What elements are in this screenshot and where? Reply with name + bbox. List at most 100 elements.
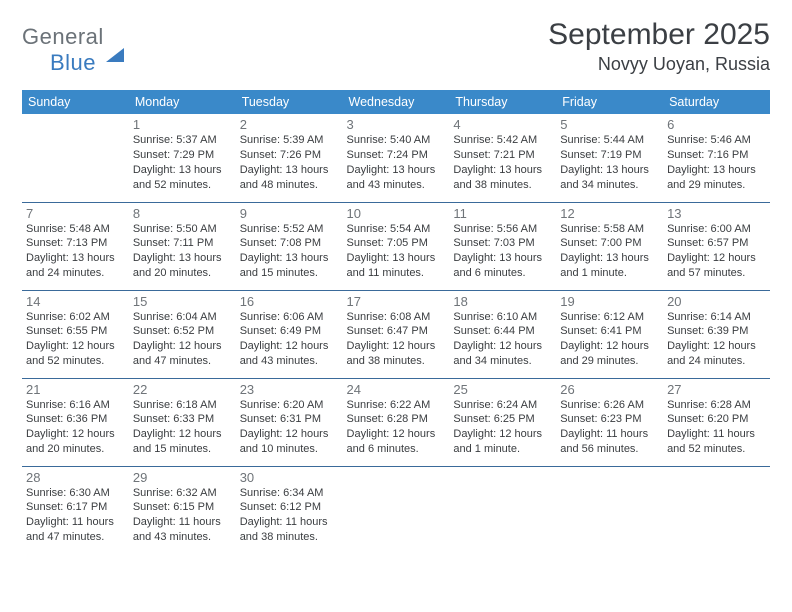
weekday-header: Thursday — [449, 90, 556, 114]
day-number: 26 — [560, 382, 659, 397]
calendar-week-row: 14Sunrise: 6:02 AMSunset: 6:55 PMDayligh… — [22, 290, 770, 378]
sunrise-text: Sunrise: 6:06 AM — [240, 310, 339, 325]
calendar-day-cell: 8Sunrise: 5:50 AMSunset: 7:11 PMDaylight… — [129, 202, 236, 290]
sunrise-text: Sunrise: 6:24 AM — [453, 398, 552, 413]
daylight-text: Daylight: 13 hours and 1 minute. — [560, 251, 659, 281]
day-info: Sunrise: 6:08 AMSunset: 6:47 PMDaylight:… — [347, 310, 446, 369]
day-number: 17 — [347, 294, 446, 309]
sunset-text: Sunset: 6:33 PM — [133, 412, 232, 427]
day-info: Sunrise: 6:24 AMSunset: 6:25 PMDaylight:… — [453, 398, 552, 457]
calendar-day-cell: 7Sunrise: 5:48 AMSunset: 7:13 PMDaylight… — [22, 202, 129, 290]
daylight-text: Daylight: 11 hours and 52 minutes. — [667, 427, 766, 457]
daylight-text: Daylight: 13 hours and 6 minutes. — [453, 251, 552, 281]
day-number: 7 — [26, 206, 125, 221]
sunrise-text: Sunrise: 5:39 AM — [240, 133, 339, 148]
weekday-header: Tuesday — [236, 90, 343, 114]
day-number: 2 — [240, 117, 339, 132]
daylight-text: Daylight: 11 hours and 47 minutes. — [26, 515, 125, 545]
calendar-week-row: 7Sunrise: 5:48 AMSunset: 7:13 PMDaylight… — [22, 202, 770, 290]
day-info: Sunrise: 5:40 AMSunset: 7:24 PMDaylight:… — [347, 133, 446, 192]
weekday-header: Sunday — [22, 90, 129, 114]
sunset-text: Sunset: 7:05 PM — [347, 236, 446, 251]
daylight-text: Daylight: 13 hours and 29 minutes. — [667, 163, 766, 193]
day-info: Sunrise: 5:52 AMSunset: 7:08 PMDaylight:… — [240, 222, 339, 281]
day-info: Sunrise: 6:14 AMSunset: 6:39 PMDaylight:… — [667, 310, 766, 369]
calendar-day-cell: 1Sunrise: 5:37 AMSunset: 7:29 PMDaylight… — [129, 114, 236, 202]
day-number: 16 — [240, 294, 339, 309]
sunset-text: Sunset: 7:03 PM — [453, 236, 552, 251]
day-number: 19 — [560, 294, 659, 309]
calendar-day-cell: 23Sunrise: 6:20 AMSunset: 6:31 PMDayligh… — [236, 378, 343, 466]
sunset-text: Sunset: 6:17 PM — [26, 500, 125, 515]
daylight-text: Daylight: 13 hours and 48 minutes. — [240, 163, 339, 193]
sunset-text: Sunset: 7:19 PM — [560, 148, 659, 163]
day-number: 18 — [453, 294, 552, 309]
sunrise-text: Sunrise: 5:52 AM — [240, 222, 339, 237]
day-number: 1 — [133, 117, 232, 132]
sunset-text: Sunset: 6:15 PM — [133, 500, 232, 515]
day-info: Sunrise: 6:02 AMSunset: 6:55 PMDaylight:… — [26, 310, 125, 369]
day-info: Sunrise: 5:50 AMSunset: 7:11 PMDaylight:… — [133, 222, 232, 281]
calendar-day-cell: 3Sunrise: 5:40 AMSunset: 7:24 PMDaylight… — [343, 114, 450, 202]
day-number: 23 — [240, 382, 339, 397]
daylight-text: Daylight: 12 hours and 1 minute. — [453, 427, 552, 457]
day-info: Sunrise: 6:26 AMSunset: 6:23 PMDaylight:… — [560, 398, 659, 457]
day-info: Sunrise: 6:30 AMSunset: 6:17 PMDaylight:… — [26, 486, 125, 545]
sunrise-text: Sunrise: 6:26 AM — [560, 398, 659, 413]
sunset-text: Sunset: 7:16 PM — [667, 148, 766, 163]
calendar-day-cell: 25Sunrise: 6:24 AMSunset: 6:25 PMDayligh… — [449, 378, 556, 466]
day-info: Sunrise: 6:04 AMSunset: 6:52 PMDaylight:… — [133, 310, 232, 369]
sunrise-text: Sunrise: 5:40 AM — [347, 133, 446, 148]
day-info: Sunrise: 5:48 AMSunset: 7:13 PMDaylight:… — [26, 222, 125, 281]
day-info: Sunrise: 6:32 AMSunset: 6:15 PMDaylight:… — [133, 486, 232, 545]
calendar-day-cell: 17Sunrise: 6:08 AMSunset: 6:47 PMDayligh… — [343, 290, 450, 378]
day-info: Sunrise: 6:28 AMSunset: 6:20 PMDaylight:… — [667, 398, 766, 457]
daylight-text: Daylight: 13 hours and 52 minutes. — [133, 163, 232, 193]
sunrise-text: Sunrise: 6:00 AM — [667, 222, 766, 237]
calendar-day-cell: 27Sunrise: 6:28 AMSunset: 6:20 PMDayligh… — [663, 378, 770, 466]
calendar-day-cell: 26Sunrise: 6:26 AMSunset: 6:23 PMDayligh… — [556, 378, 663, 466]
sunrise-text: Sunrise: 6:12 AM — [560, 310, 659, 325]
sunrise-text: Sunrise: 5:44 AM — [560, 133, 659, 148]
calendar-day-cell: 29Sunrise: 6:32 AMSunset: 6:15 PMDayligh… — [129, 466, 236, 554]
calendar-day-cell: 13Sunrise: 6:00 AMSunset: 6:57 PMDayligh… — [663, 202, 770, 290]
day-info: Sunrise: 5:39 AMSunset: 7:26 PMDaylight:… — [240, 133, 339, 192]
daylight-text: Daylight: 12 hours and 29 minutes. — [560, 339, 659, 369]
day-info: Sunrise: 5:44 AMSunset: 7:19 PMDaylight:… — [560, 133, 659, 192]
sunset-text: Sunset: 6:25 PM — [453, 412, 552, 427]
sunset-text: Sunset: 7:13 PM — [26, 236, 125, 251]
daylight-text: Daylight: 13 hours and 15 minutes. — [240, 251, 339, 281]
sunset-text: Sunset: 6:39 PM — [667, 324, 766, 339]
day-info: Sunrise: 6:22 AMSunset: 6:28 PMDaylight:… — [347, 398, 446, 457]
sunset-text: Sunset: 7:24 PM — [347, 148, 446, 163]
calendar-header-row: SundayMondayTuesdayWednesdayThursdayFrid… — [22, 90, 770, 114]
calendar-day-cell: 24Sunrise: 6:22 AMSunset: 6:28 PMDayligh… — [343, 378, 450, 466]
calendar-day-cell: 22Sunrise: 6:18 AMSunset: 6:33 PMDayligh… — [129, 378, 236, 466]
location: Novyy Uoyan, Russia — [548, 54, 770, 75]
sunrise-text: Sunrise: 6:10 AM — [453, 310, 552, 325]
daylight-text: Daylight: 12 hours and 6 minutes. — [347, 427, 446, 457]
day-info: Sunrise: 6:18 AMSunset: 6:33 PMDaylight:… — [133, 398, 232, 457]
day-number: 22 — [133, 382, 232, 397]
calendar-day-cell: 2Sunrise: 5:39 AMSunset: 7:26 PMDaylight… — [236, 114, 343, 202]
sunset-text: Sunset: 6:49 PM — [240, 324, 339, 339]
sunrise-text: Sunrise: 5:37 AM — [133, 133, 232, 148]
day-number: 10 — [347, 206, 446, 221]
sunrise-text: Sunrise: 6:34 AM — [240, 486, 339, 501]
day-number: 3 — [347, 117, 446, 132]
sunrise-text: Sunrise: 6:22 AM — [347, 398, 446, 413]
calendar-day-cell: 30Sunrise: 6:34 AMSunset: 6:12 PMDayligh… — [236, 466, 343, 554]
calendar-empty-cell — [449, 466, 556, 554]
sunrise-text: Sunrise: 6:32 AM — [133, 486, 232, 501]
day-number: 8 — [133, 206, 232, 221]
daylight-text: Daylight: 13 hours and 34 minutes. — [560, 163, 659, 193]
daylight-text: Daylight: 12 hours and 20 minutes. — [26, 427, 125, 457]
daylight-text: Daylight: 11 hours and 56 minutes. — [560, 427, 659, 457]
weekday-header: Monday — [129, 90, 236, 114]
sunset-text: Sunset: 6:36 PM — [26, 412, 125, 427]
calendar-week-row: 21Sunrise: 6:16 AMSunset: 6:36 PMDayligh… — [22, 378, 770, 466]
title-block: September 2025 Novyy Uoyan, Russia — [548, 18, 770, 75]
calendar-day-cell: 4Sunrise: 5:42 AMSunset: 7:21 PMDaylight… — [449, 114, 556, 202]
calendar-empty-cell — [663, 466, 770, 554]
daylight-text: Daylight: 13 hours and 20 minutes. — [133, 251, 232, 281]
